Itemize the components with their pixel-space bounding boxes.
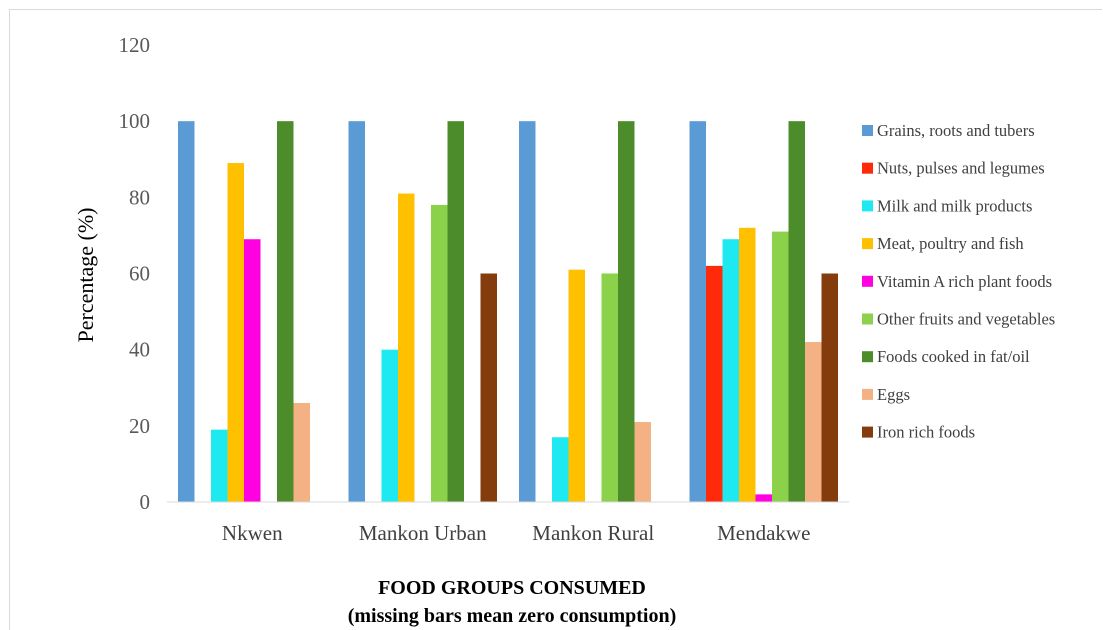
legend-swatch bbox=[862, 125, 873, 136]
x-category-label: Mankon Urban bbox=[359, 521, 487, 545]
legend-label: Vitamin A rich plant foods bbox=[877, 272, 1052, 291]
legend-label: Foods cooked in fat/oil bbox=[877, 347, 1030, 366]
legend-label: Eggs bbox=[877, 385, 910, 404]
legend-swatch bbox=[862, 313, 873, 325]
legend-label: Other fruits and vegetables bbox=[877, 310, 1055, 329]
bar bbox=[788, 121, 805, 503]
legend-swatch bbox=[862, 238, 873, 250]
bar bbox=[722, 239, 739, 502]
bar bbox=[821, 273, 838, 502]
bar bbox=[772, 231, 789, 502]
legend: Grains, roots and tubers Nuts, pulses and… bbox=[862, 121, 1055, 442]
bar bbox=[381, 349, 398, 502]
bar bbox=[277, 121, 294, 503]
legend-label: Iron rich foods bbox=[877, 423, 975, 442]
legend-label: Milk and milk products bbox=[877, 196, 1032, 215]
legend-swatch bbox=[862, 426, 873, 438]
bar bbox=[755, 494, 772, 502]
y-tick-label: 100 bbox=[119, 109, 151, 133]
bar bbox=[227, 163, 244, 502]
x-axis-title-line2: (missing bars mean zero consumption) bbox=[348, 605, 677, 627]
y-tick-label: 120 bbox=[119, 33, 151, 57]
bar bbox=[431, 204, 448, 502]
y-tick-label: 0 bbox=[140, 490, 151, 514]
legend-swatch bbox=[862, 388, 873, 400]
legend-swatch bbox=[862, 351, 873, 363]
x-axis-categories: Nkwen Mankon Urban Mankon Rural Mendakwe bbox=[222, 521, 810, 545]
bar bbox=[519, 121, 536, 503]
bar bbox=[211, 429, 228, 502]
bar bbox=[398, 193, 415, 502]
legend-swatch bbox=[862, 275, 873, 287]
y-axis-ticks: 0 20 40 60 80 100 120 bbox=[119, 33, 151, 514]
bar bbox=[552, 437, 569, 502]
bar bbox=[348, 121, 365, 503]
y-tick-label: 60 bbox=[129, 262, 150, 286]
y-tick-label: 80 bbox=[129, 185, 150, 209]
bar bbox=[805, 342, 822, 502]
x-category-label: Mankon Rural bbox=[532, 521, 654, 545]
bar bbox=[244, 239, 261, 502]
y-axis-label: Percentage (%) bbox=[73, 208, 98, 343]
y-tick-label: 20 bbox=[129, 414, 150, 438]
bar bbox=[568, 269, 585, 502]
bar bbox=[706, 265, 723, 502]
bar bbox=[634, 422, 651, 502]
bar bbox=[480, 273, 497, 502]
legend-label: Nuts, pulses and legumes bbox=[877, 159, 1045, 178]
legend-label: Meat, poultry and fish bbox=[877, 234, 1024, 253]
bars bbox=[178, 121, 838, 503]
bar bbox=[293, 402, 310, 502]
x-category-label: Mendakwe bbox=[717, 521, 810, 545]
x-axis-title-line1: FOOD GROUPS CONSUMED bbox=[378, 577, 646, 599]
bar bbox=[447, 121, 464, 503]
x-category-label: Nkwen bbox=[222, 521, 283, 545]
y-tick-label: 40 bbox=[129, 338, 150, 362]
bar bbox=[618, 121, 635, 503]
bar bbox=[601, 273, 618, 502]
legend-swatch bbox=[862, 162, 873, 174]
legend-swatch bbox=[862, 200, 873, 212]
bar bbox=[739, 227, 756, 503]
bar bbox=[178, 121, 195, 503]
legend-label: Grains, roots and tubers bbox=[877, 121, 1035, 140]
bar bbox=[689, 121, 706, 503]
